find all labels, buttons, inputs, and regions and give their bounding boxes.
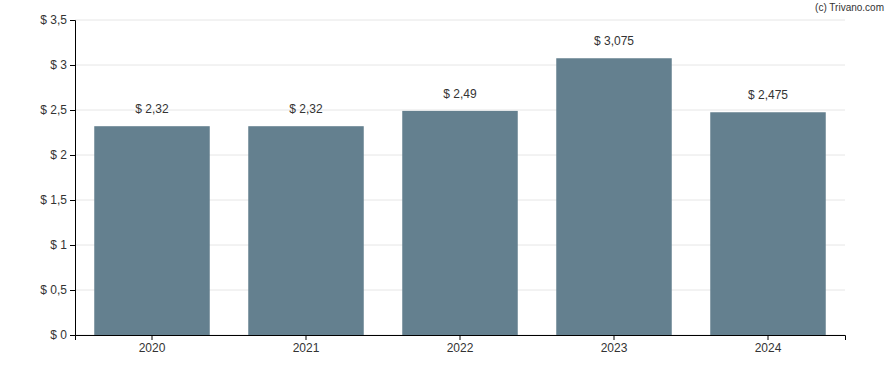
y-tick-mark — [70, 335, 75, 336]
x-tick-label: 2022 — [447, 341, 474, 355]
x-tick: 2023 — [601, 335, 628, 355]
y-tick-mark — [70, 20, 75, 21]
bar — [556, 58, 672, 335]
y-tick-label: $ 0,5 — [40, 283, 67, 297]
x-axis-line — [76, 336, 846, 341]
y-tick-label: $ 2,5 — [40, 103, 67, 117]
y-tick: $ 3 — [50, 58, 75, 72]
grid-line — [75, 110, 845, 111]
y-axis-line — [70, 21, 76, 336]
y-tick-mark — [70, 290, 75, 291]
bar — [94, 126, 210, 335]
grid-line — [75, 20, 845, 21]
data-label: $ 2,475 — [748, 88, 788, 102]
plot: $ 0 $ 0,5 $ 1 $ 1,5 $ 2 $ 2,5 $ 3 $ 3,5 2020 2021… — [40, 13, 845, 354]
y-tick: $ 0 — [50, 328, 75, 342]
y-tick-label: $ 3,5 — [40, 13, 67, 27]
y-tick-mark — [70, 155, 75, 156]
x-tick-mark — [768, 335, 769, 340]
y-tick-mark — [70, 65, 75, 66]
data-label: $ 2,32 — [135, 102, 169, 116]
x-tick: 2024 — [755, 335, 782, 355]
bars — [94, 58, 826, 335]
y-tick-label: $ 1 — [50, 238, 67, 252]
x-tick-mark — [152, 335, 153, 340]
grid-line — [75, 65, 845, 66]
x-tick-mark — [460, 335, 461, 340]
bar — [710, 112, 826, 335]
y-tick-mark — [70, 110, 75, 111]
y-tick: $ 2 — [50, 148, 75, 162]
x-tick-mark — [614, 335, 615, 340]
y-axis: $ 0 $ 0,5 $ 1 $ 1,5 $ 2 $ 2,5 $ 3 $ 3,5 — [40, 13, 75, 342]
data-label: $ 2,49 — [443, 87, 477, 101]
y-tick: $ 2,5 — [40, 103, 75, 117]
y-tick: $ 0,5 — [40, 283, 75, 297]
x-tick-label: 2020 — [139, 341, 166, 355]
data-label: $ 3,075 — [594, 34, 634, 48]
x-tick: 2020 — [139, 335, 166, 355]
bar — [402, 111, 518, 335]
y-tick-label: $ 3 — [50, 58, 67, 72]
x-tick-label: 2024 — [755, 341, 782, 355]
x-axis: 2020 2021 2022 2023 2024 — [76, 335, 846, 355]
y-tick: $ 1,5 — [40, 193, 75, 207]
y-tick-mark — [70, 245, 75, 246]
y-tick-mark — [70, 200, 75, 201]
y-tick-label: $ 2 — [50, 148, 67, 162]
x-tick-label: 2021 — [293, 341, 320, 355]
bar — [248, 126, 364, 335]
grid — [75, 20, 845, 335]
y-tick-label: $ 1,5 — [40, 193, 67, 207]
data-label: $ 2,32 — [289, 102, 323, 116]
credit: (c) Trivano.com — [815, 2, 884, 13]
data-labels: $ 2,32 $ 2,32 $ 2,49 $ 3,075 $ 2,475 — [135, 34, 788, 116]
y-tick: $ 1 — [50, 238, 75, 252]
x-tick: 2021 — [293, 335, 320, 355]
x-tick: 2022 — [447, 335, 474, 355]
y-tick-label: $ 0 — [50, 328, 67, 342]
x-tick-label: 2023 — [601, 341, 628, 355]
y-tick: $ 3,5 — [40, 13, 75, 27]
x-tick-mark — [306, 335, 307, 340]
annotations: (c) Trivano.com — [815, 2, 884, 13]
chart: $ 0 $ 0,5 $ 1 $ 1,5 $ 2 $ 2,5 $ 3 $ 3,5 2020 2021… — [0, 0, 888, 370]
